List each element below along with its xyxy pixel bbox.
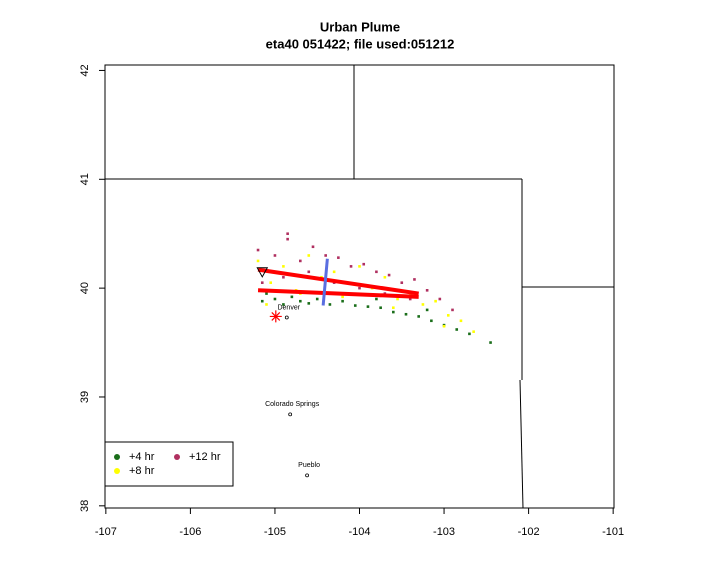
point [425, 308, 429, 312]
x-tick-label: -104 [348, 526, 370, 538]
y-tick-label: 38 [79, 500, 91, 512]
legend-label: +8 hr [129, 465, 155, 477]
point [413, 278, 416, 281]
point [400, 281, 404, 284]
point [328, 303, 332, 306]
point [375, 297, 378, 301]
point [282, 265, 285, 268]
point [324, 254, 327, 257]
point [387, 273, 391, 277]
x-tick-label: -105 [264, 526, 286, 538]
point [265, 292, 268, 295]
point [421, 303, 425, 306]
legend-swatch [174, 454, 180, 460]
point [417, 315, 420, 318]
point [459, 319, 463, 323]
x-tick-label: -106 [179, 526, 201, 538]
point [290, 295, 294, 299]
point [366, 305, 370, 308]
point [468, 332, 471, 336]
point [404, 312, 408, 316]
city-label: Pueblo [298, 462, 320, 469]
x-tick-label: -102 [518, 526, 540, 538]
point [265, 303, 268, 306]
point [451, 308, 454, 312]
point [362, 262, 366, 266]
point [353, 304, 357, 307]
chart-title: Urban Plume [320, 19, 400, 34]
city-marker [288, 412, 293, 417]
point [273, 254, 277, 257]
trajectory-line [257, 267, 419, 296]
point [286, 232, 289, 236]
x-tick-label: -103 [433, 526, 455, 538]
point [299, 299, 302, 303]
point [307, 254, 311, 257]
point [379, 306, 382, 310]
legend-swatch [114, 468, 120, 474]
point [358, 265, 361, 268]
point [349, 265, 353, 268]
point [434, 299, 437, 303]
city-marker [284, 315, 289, 320]
y-tick-label: 42 [79, 64, 91, 76]
point [269, 281, 273, 284]
point [256, 259, 260, 263]
point [332, 270, 336, 274]
point [383, 275, 387, 279]
point [315, 297, 319, 301]
point [375, 270, 378, 274]
chart-subtitle: eta40 051422; file used:051212 [266, 36, 455, 51]
point [282, 275, 285, 279]
y-tick-label: 39 [79, 391, 91, 403]
point [282, 303, 285, 306]
point [341, 299, 344, 303]
legend: +4 hr +8 hr +12 hr [104, 441, 234, 487]
legend-box [104, 441, 234, 487]
point [438, 297, 442, 301]
point [307, 302, 311, 305]
point [358, 286, 361, 290]
point [256, 248, 260, 252]
point [299, 259, 302, 263]
x-tick-label: -107 [95, 526, 117, 538]
point [442, 324, 446, 328]
point [307, 270, 311, 274]
point [273, 297, 277, 301]
y-tick-label: 41 [79, 173, 91, 185]
point [455, 328, 459, 331]
legend-swatch [114, 454, 120, 460]
point [446, 314, 450, 317]
city-marker [305, 473, 309, 478]
point [260, 281, 264, 284]
point [286, 237, 289, 241]
point [392, 306, 395, 310]
state-borders [105, 65, 614, 509]
legend-label: +4 hr [129, 451, 155, 463]
point [341, 295, 344, 299]
point [337, 256, 340, 259]
point [425, 289, 429, 292]
legend-label: +12 hr [189, 451, 221, 463]
point [408, 297, 412, 301]
point [396, 297, 399, 301]
trajectory-line [321, 258, 329, 306]
point [472, 330, 475, 333]
point [260, 299, 264, 303]
y-tick-label: 40 [79, 282, 91, 294]
city-label: Colorado Springs [265, 401, 320, 408]
source-marker [269, 310, 282, 323]
x-tick-label: -101 [602, 526, 624, 538]
trajectory-line [257, 288, 419, 299]
point [489, 341, 492, 344]
release-marker [256, 267, 269, 278]
border [519, 379, 524, 509]
point [311, 245, 315, 249]
point [392, 310, 395, 314]
point [430, 319, 433, 323]
city-label: Denver [277, 304, 300, 311]
